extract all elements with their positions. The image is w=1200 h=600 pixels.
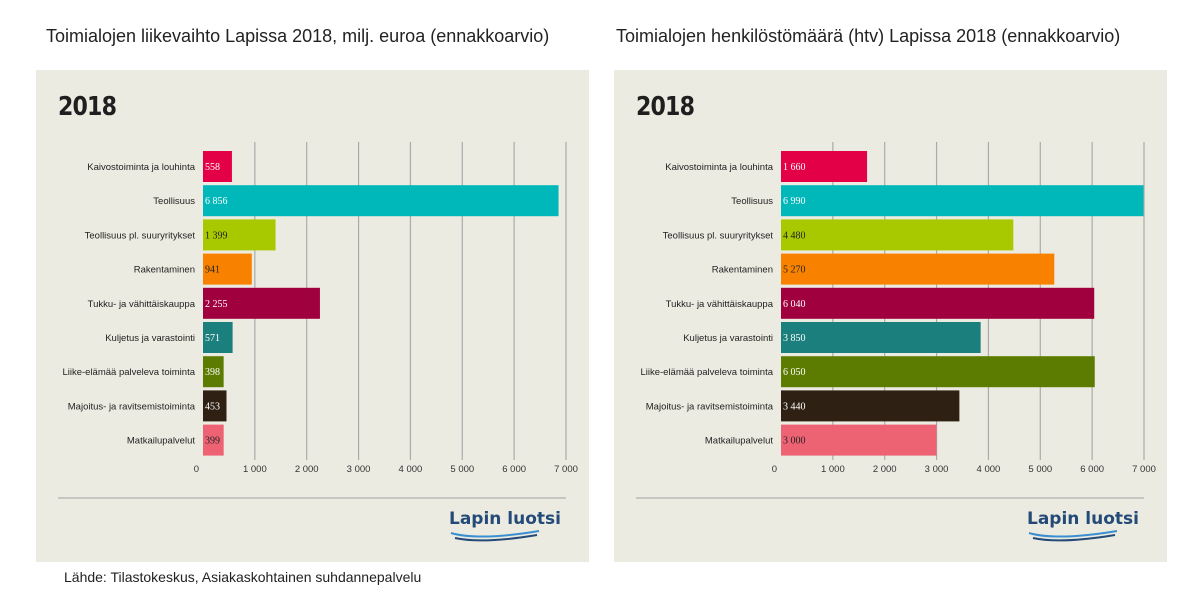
x-tick-label: 4 000	[399, 464, 423, 475]
chart1-plot: 558 Kaivostoiminta ja louhinta 6 856 Teolli…	[58, 142, 578, 499]
category-label: Teollisuus pl. suuryritykset	[663, 230, 774, 241]
chart1-panel: 558 Kaivostoiminta ja louhinta 6 856 Teolli…	[36, 70, 589, 562]
bar-2	[203, 185, 559, 217]
bar-1	[781, 151, 868, 182]
bar-6	[203, 322, 233, 353]
chart1-year-label: 2018	[58, 92, 117, 122]
x-tick-label: 6 000	[1080, 464, 1104, 475]
x-tick-label: 0	[194, 464, 199, 475]
category-label: Tukku- ja vähittäiskauppa	[88, 299, 196, 310]
bar-5	[203, 287, 320, 319]
bar-4	[203, 253, 252, 285]
logo-wave-icon	[1028, 530, 1118, 542]
logo-text: Lapin luotsi	[1026, 509, 1139, 529]
x-tick-label: 6 000	[502, 464, 526, 475]
x-tick-label: 0	[772, 464, 777, 475]
category-label: Matkailupalvelut	[705, 436, 773, 447]
category-label: Teollisuus pl. suuryritykset	[85, 230, 196, 241]
logo-text: Lapin luotsi	[448, 509, 561, 529]
category-label: Kaivostoiminta ja louhinta	[87, 162, 195, 173]
bar-value-label: 3 440	[783, 401, 806, 412]
bar-value-label: 6 990	[783, 196, 806, 207]
bar-7	[203, 356, 224, 388]
bar-4	[781, 253, 1055, 285]
bar-value-label: 4 480	[783, 230, 806, 241]
category-label: Kaivostoiminta ja louhinta	[665, 162, 773, 173]
chart2-panel: 1 660 Kaivostoiminta ja louhinta 6 990 Teol…	[614, 70, 1167, 562]
bar-8	[203, 390, 227, 422]
bar-3	[781, 219, 1014, 251]
x-tick-label: 3 000	[347, 464, 371, 475]
category-label: Kuljetus ja varastointi	[683, 333, 773, 344]
bar-value-label: 1 660	[783, 162, 806, 173]
bar-9	[203, 424, 224, 456]
bar-value-label: 6 040	[783, 299, 806, 310]
bar-value-label: 6 856	[205, 196, 228, 207]
category-label: Liike-elämää palveleva toiminta	[62, 367, 195, 378]
bar-value-label: 571	[205, 333, 220, 344]
chart2-plot: 1 660 Kaivostoiminta ja louhinta 6 990 Teol…	[636, 142, 1156, 499]
category-label: Majoitus- ja ravitsemistoiminta	[646, 401, 774, 412]
x-tick-label: 5 000	[1028, 464, 1052, 475]
bar-6	[781, 322, 981, 353]
bar-1	[203, 151, 232, 182]
bar-5	[781, 287, 1095, 319]
logo-wave-icon	[450, 530, 540, 542]
bar-value-label: 2 255	[205, 299, 228, 310]
bar-value-label: 941	[205, 265, 220, 276]
category-label: Teollisuus	[731, 196, 773, 207]
category-label: Liike-elämää palveleva toiminta	[640, 367, 773, 378]
category-label: Teollisuus	[153, 196, 195, 207]
x-tick-label: 2 000	[295, 464, 319, 475]
x-tick-label: 3 000	[925, 464, 949, 475]
chart1-title: Toimialojen liikevaihto Lapissa 2018, mi…	[46, 26, 550, 46]
bar-value-label: 453	[205, 401, 220, 412]
x-tick-label: 7 000	[1132, 464, 1156, 475]
bar-8	[781, 390, 960, 422]
category-label: Majoitus- ja ravitsemistoiminta	[68, 401, 196, 412]
category-label: Rakentaminen	[712, 265, 773, 276]
lapin-luotsi-logo: Lapin luotsi	[449, 509, 561, 542]
bar-value-label: 558	[205, 162, 220, 173]
x-tick-label: 5 000	[450, 464, 474, 475]
x-tick-label: 7 000	[554, 464, 578, 475]
bar-value-label: 3 850	[783, 333, 806, 344]
bar-value-label: 398	[205, 367, 220, 378]
category-label: Matkailupalvelut	[127, 436, 195, 447]
bar-2	[781, 185, 1144, 217]
source-footer: Lähde: Tilastokeskus, Asiakaskohtainen s…	[64, 569, 422, 585]
category-label: Tukku- ja vähittäiskauppa	[666, 299, 774, 310]
x-tick-label: 2 000	[873, 464, 897, 475]
bar-value-label: 6 050	[783, 367, 806, 378]
x-tick-label: 1 000	[243, 464, 267, 475]
category-label: Kuljetus ja varastointi	[105, 333, 195, 344]
lapin-luotsi-logo: Lapin luotsi	[1027, 509, 1139, 542]
bar-9	[781, 424, 937, 456]
bar-value-label: 3 000	[783, 436, 806, 447]
bar-3	[203, 219, 276, 251]
chart2-title: Toimialojen henkilöstömäärä (htv) Lapiss…	[616, 26, 1121, 46]
x-tick-label: 1 000	[821, 464, 845, 475]
bar-7	[781, 356, 1095, 388]
bar-value-label: 399	[205, 436, 220, 447]
bar-value-label: 5 270	[783, 265, 806, 276]
bar-value-label: 1 399	[205, 230, 228, 241]
chart2-year-label: 2018	[636, 92, 695, 122]
category-label: Rakentaminen	[134, 265, 195, 276]
x-tick-label: 4 000	[977, 464, 1001, 475]
